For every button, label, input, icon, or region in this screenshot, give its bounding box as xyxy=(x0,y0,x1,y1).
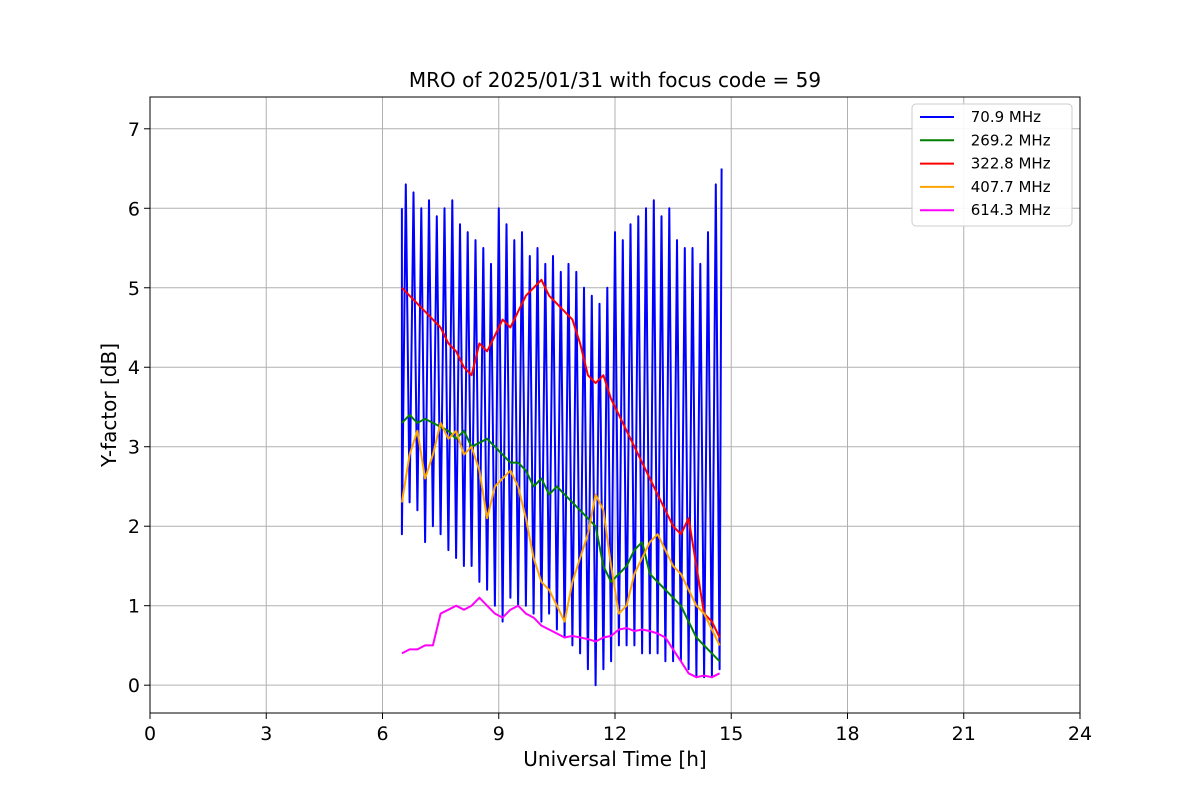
series-line-2 xyxy=(401,278,721,638)
chart-title: MRO of 2025/01/31 with focus code = 59 xyxy=(409,68,821,92)
series-line-0 xyxy=(400,168,723,687)
legend-label-0: 70.9 MHz xyxy=(966,108,1041,126)
series-line-4 xyxy=(401,596,721,679)
x-axis: 0 3 6 9 12 15 18 21 24 xyxy=(144,713,1092,745)
legend-label-4: 614.3 MHz xyxy=(966,201,1051,219)
x-tick-label: 0 xyxy=(144,723,156,745)
x-tick-label: 3 xyxy=(260,723,272,745)
x-tick-label: 18 xyxy=(835,723,859,745)
y-tick-label: 4 xyxy=(128,357,140,379)
x-tick-label: 21 xyxy=(952,723,976,745)
y-tick-label: 1 xyxy=(128,596,140,618)
x-tick-label: 9 xyxy=(493,723,505,745)
y-tick-label: 0 xyxy=(128,675,140,697)
legend-label-3: 407.7 MHz xyxy=(966,178,1051,196)
series-line-3 xyxy=(400,421,721,646)
legend: 70.9 MHz 269.2 MHz 322.8 MHz 407.7 MHz 6… xyxy=(911,103,1073,227)
y-axis-label: Y-factor [dB] xyxy=(97,343,121,468)
legend-label-1: 269.2 MHz xyxy=(966,131,1051,149)
legend-label-2: 322.8 MHz xyxy=(966,155,1051,173)
y-axis: 0 1 2 3 4 5 6 7 xyxy=(128,119,150,697)
y-tick-label: 7 xyxy=(128,119,140,141)
x-axis-label: Universal Time [h] xyxy=(523,747,706,771)
series-line-1 xyxy=(401,413,721,662)
y-tick-label: 5 xyxy=(128,278,140,300)
x-tick-label: 6 xyxy=(376,723,388,745)
x-tick-label: 15 xyxy=(719,723,743,745)
legend-box xyxy=(911,103,1073,227)
y-tick-label: 2 xyxy=(128,516,140,538)
x-tick-label: 12 xyxy=(603,723,627,745)
y-tick-label: 6 xyxy=(128,198,140,220)
x-tick-label: 24 xyxy=(1068,723,1092,745)
y-tick-label: 3 xyxy=(128,437,140,459)
plot-area xyxy=(400,168,723,687)
